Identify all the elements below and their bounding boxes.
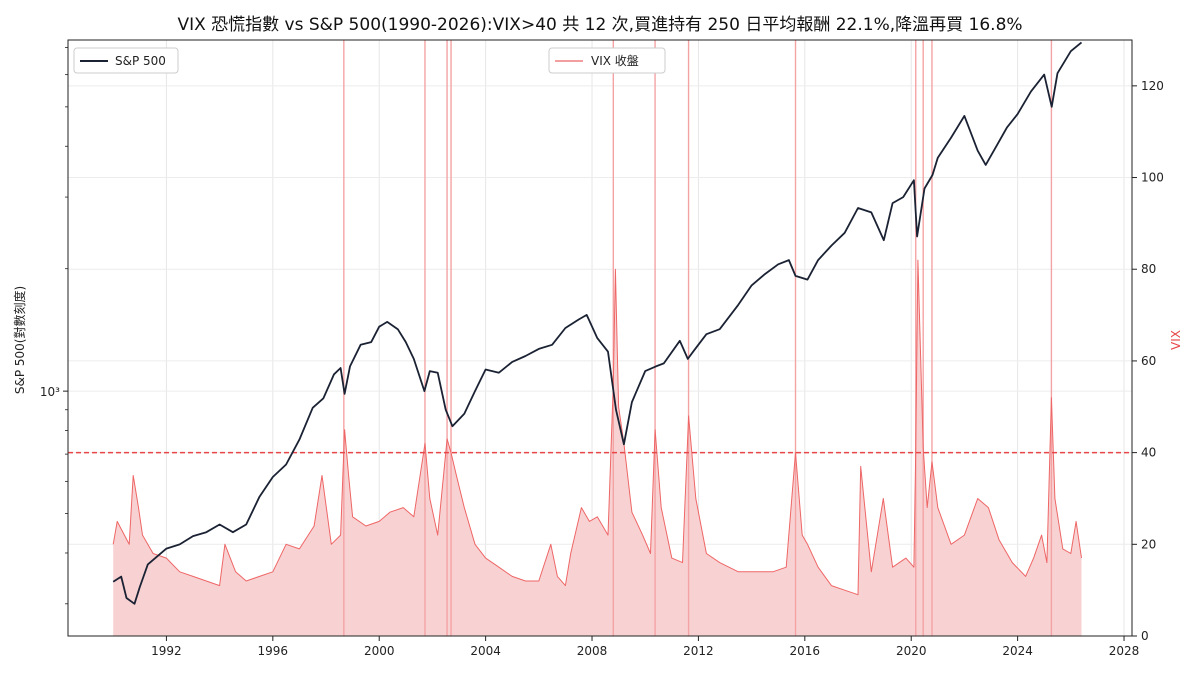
legend-vix-box (548, 47, 666, 74)
vix-area-fill (113, 260, 1082, 636)
vix-spike-markers (343, 40, 1053, 636)
x-tick-label: 2008 (577, 644, 608, 658)
left-axis-label: S&P 500(對數刻度) (12, 286, 27, 394)
x-tick-label: 2024 (1002, 644, 1033, 658)
right-tick-label: 120 (1141, 79, 1164, 93)
right-tick-label: 40 (1141, 446, 1156, 460)
plot-frame (67, 39, 1133, 637)
right-tick-label: 80 (1141, 262, 1156, 276)
x-tick-label: 2020 (896, 644, 927, 658)
legend-vix: VIX 收盤 (548, 47, 666, 74)
left-major-tick-label: 10³ (40, 385, 60, 399)
legend-sp500-box (73, 47, 179, 74)
x-tick-label: 2016 (790, 644, 821, 658)
right-axis-label: VIX (1169, 330, 1183, 350)
sp500-line (112, 41, 1083, 605)
vix-close-line (112, 259, 1082, 596)
vix-layer (113, 260, 1082, 636)
right-tick-label: 60 (1141, 354, 1156, 368)
x-tick-label: 2012 (683, 644, 714, 658)
right-tick-label: 100 (1141, 171, 1164, 185)
x-tick-label: 2000 (364, 644, 395, 658)
x-axis: 1992 1996 2000 2004 2008 2012 2016 2020 2024 2028 (151, 636, 1139, 658)
x-tick-label: 1992 (151, 644, 182, 658)
left-y-axis: 10³ (40, 47, 68, 605)
chart-title: VIX 恐慌指數 vs S&P 500(1990-2026):VIX>40 共 … (177, 15, 1022, 35)
right-y-axis: 0 20 40 60 80 100 120 (1132, 79, 1164, 643)
x-tick-label: 1996 (258, 644, 289, 658)
x-tick-label: 2004 (470, 644, 501, 658)
right-tick-label: 0 (1141, 629, 1149, 643)
legend-vix-label: VIX 收盤 (591, 54, 639, 68)
x-tick-label: 2028 (1109, 644, 1140, 658)
right-tick-label: 20 (1141, 537, 1156, 551)
legend-sp500-label: S&P 500 (115, 54, 166, 68)
legend-sp500: S&P 500 (73, 47, 179, 74)
